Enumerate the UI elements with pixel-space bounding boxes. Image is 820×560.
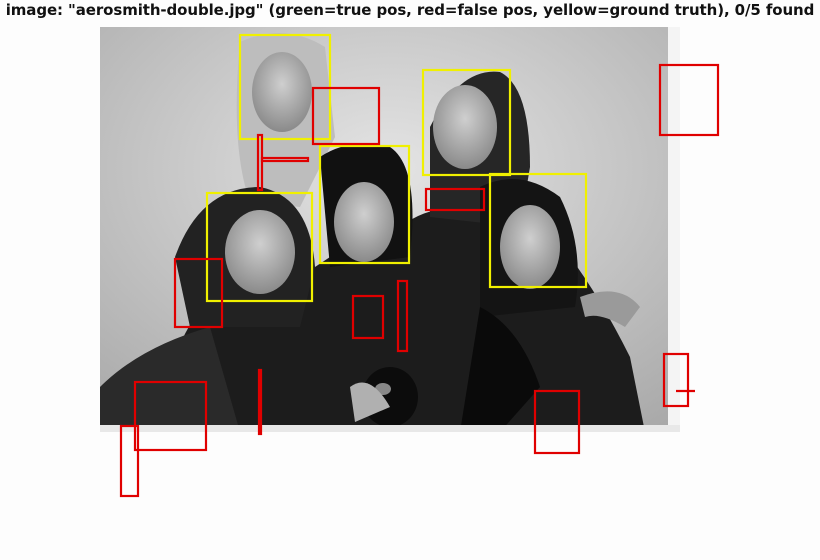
band-photo [100,27,680,432]
band-photo-image [100,27,680,432]
false-positive-box [119,424,140,498]
figure-title: image: "aerosmith-double.jpg" (green=tru… [5,1,815,19]
